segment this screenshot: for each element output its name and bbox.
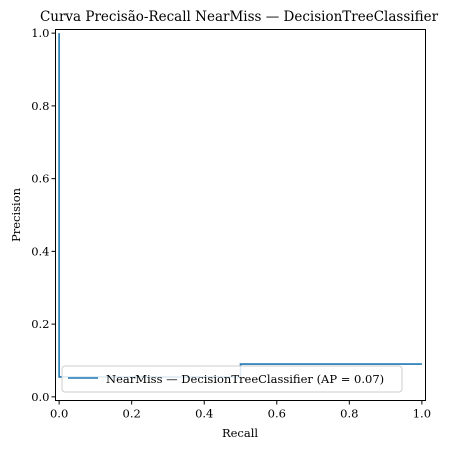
x-tick-label: 1.0 [413,407,431,421]
y-tick-label: 0.2 [31,317,49,331]
y-tick-label: 0.0 [31,390,49,404]
x-axis: 0.0 0.2 0.4 0.6 0.8 1.0 [50,400,431,421]
x-tick-label: 0.2 [123,407,141,421]
y-axis-label: Precision [9,187,23,242]
y-tick-label: 1.0 [31,26,49,40]
y-axis: 0.0 0.2 0.4 0.6 0.8 1.0 [31,26,56,404]
y-tick-label: 0.4 [31,244,49,258]
legend: NearMiss — DecisionTreeClassifier (AP = … [61,365,403,393]
chart-title: Curva Precisão-Recall NearMiss — Decisio… [40,9,439,25]
legend-label: NearMiss — DecisionTreeClassifier (AP = … [106,372,384,386]
x-tick-label: 0.8 [340,407,358,421]
plot-frame [55,29,426,401]
legend-frame [61,365,403,393]
x-tick-label: 0.0 [50,407,68,421]
x-tick-label: 0.4 [195,407,213,421]
y-tick-label: 0.8 [31,99,49,113]
x-tick-label: 0.6 [268,407,286,421]
y-tick-label: 0.6 [31,172,49,186]
x-axis-label: Recall [222,426,258,440]
series-line-0 [58,33,422,378]
series-layer [58,33,422,378]
